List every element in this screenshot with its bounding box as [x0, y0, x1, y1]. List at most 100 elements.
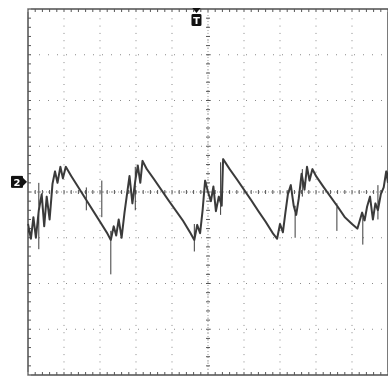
grid-dot	[156, 237, 157, 239]
grid-dot	[171, 346, 173, 348]
grid-dot	[207, 178, 209, 180]
grid-dot	[315, 32, 317, 34]
grid-dot	[171, 105, 173, 107]
grid-dot	[372, 328, 373, 330]
grid-dot	[273, 54, 274, 56]
grid-dot	[138, 328, 139, 330]
grid-dot	[207, 332, 209, 334]
grid-dot	[99, 40, 101, 42]
grid-dot	[111, 191, 112, 193]
grid-dot	[147, 54, 148, 56]
grid-dot	[129, 283, 130, 284]
grid-dot	[165, 191, 166, 193]
grid-dot	[243, 18, 245, 20]
grid-dot	[210, 100, 211, 101]
grid-dot	[237, 191, 238, 193]
grid-dot	[315, 127, 317, 129]
grid-dot	[99, 200, 101, 202]
grid-dot	[135, 84, 137, 85]
grid-dot	[243, 113, 245, 115]
grid-dot	[246, 328, 247, 330]
grid-dot	[279, 288, 281, 290]
grid-dot	[147, 191, 148, 193]
grid-dot	[135, 303, 137, 304]
grid-dot	[39, 328, 40, 330]
grid-dot	[99, 230, 101, 231]
grid-dot	[243, 230, 245, 231]
grid-dot	[351, 215, 353, 217]
grid-dot	[279, 332, 281, 334]
grid-dot	[174, 328, 175, 330]
grid-dot	[174, 191, 175, 193]
grid-dot	[171, 368, 173, 370]
grid-dot	[99, 98, 101, 100]
grid-dot	[351, 62, 353, 64]
grid-dot	[63, 251, 65, 253]
grid-dot	[243, 105, 245, 107]
grid-dot	[279, 266, 281, 268]
grid-dot	[135, 237, 137, 239]
grid-dot	[63, 47, 65, 49]
grid-dot	[147, 100, 148, 101]
grid-dot	[279, 120, 281, 122]
grid-dot	[255, 328, 256, 330]
grid-dot	[351, 288, 353, 290]
grid-dot	[381, 100, 382, 101]
grid-dot	[207, 142, 209, 144]
grid-dot	[351, 113, 353, 115]
grid-dot	[351, 237, 353, 239]
grid-dot	[171, 32, 173, 34]
grid-dot	[210, 237, 211, 239]
grid-dot	[171, 18, 173, 20]
channel-marker-box	[11, 175, 23, 188]
grid-dot	[171, 54, 173, 56]
grid-dot	[279, 98, 281, 100]
grid-dot	[171, 135, 173, 137]
grid-dot	[219, 191, 220, 193]
grid-dot	[345, 100, 346, 101]
grid-dot	[279, 69, 281, 71]
grid-dot	[282, 191, 283, 193]
grid-dot	[300, 237, 301, 239]
grid-dot	[135, 113, 137, 115]
grid-dot	[99, 25, 101, 27]
grid-dot	[135, 222, 137, 224]
grid-dot	[99, 281, 101, 283]
grid-dot	[255, 191, 256, 193]
grid-dot	[63, 200, 65, 202]
grid-dot	[243, 76, 245, 78]
grid-dot	[351, 310, 353, 312]
grid-dot	[171, 317, 173, 319]
grid-dot	[279, 40, 281, 42]
grid-dot	[207, 40, 209, 42]
grid-dot	[315, 200, 317, 202]
grid-dot	[135, 76, 137, 78]
grid-dot	[171, 149, 173, 151]
grid-dot	[207, 361, 209, 363]
grid-dot	[372, 54, 373, 56]
grid-dot	[171, 40, 173, 42]
grid-dot	[171, 281, 173, 283]
grid-dot	[75, 191, 76, 193]
grid-dot	[243, 259, 245, 261]
grid-dot	[147, 237, 148, 239]
grid-dot	[315, 142, 317, 144]
grid-dot	[135, 127, 137, 129]
grid-dot	[135, 230, 137, 231]
grid-dot	[201, 191, 202, 193]
grid-dot	[84, 191, 85, 193]
grid-dot	[315, 157, 317, 158]
grid-dot	[264, 328, 265, 330]
grid-dot	[279, 84, 281, 85]
grid-dot	[207, 295, 209, 297]
grid-dot	[171, 98, 173, 100]
grid-dot	[243, 288, 245, 290]
grid-dot	[351, 69, 353, 71]
grid-dot	[135, 354, 137, 356]
grid-dot	[315, 215, 317, 217]
grid-dot	[171, 186, 173, 188]
grid-dot	[63, 178, 65, 180]
grid-dot	[138, 237, 139, 239]
grid-dot	[99, 266, 101, 268]
grid-dot	[135, 62, 137, 64]
